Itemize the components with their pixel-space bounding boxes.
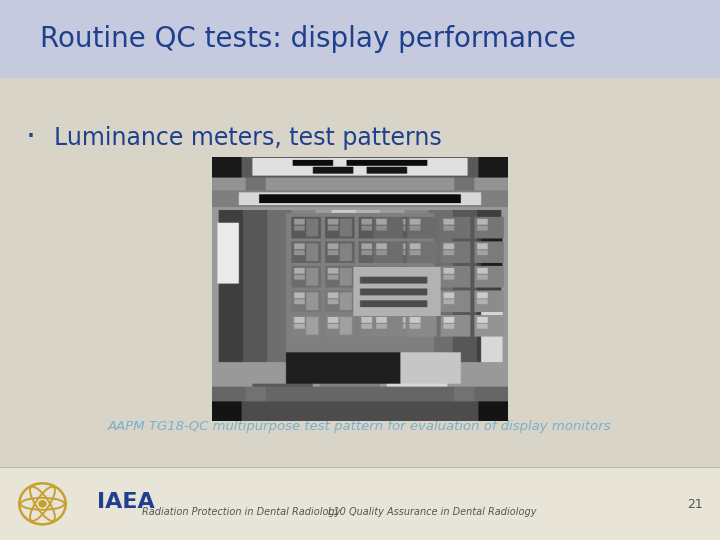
Text: AAPM TG18-QC multipurpose test pattern for evaluation of display monitors: AAPM TG18-QC multipurpose test pattern f… [108, 420, 612, 433]
Text: 21: 21 [687, 498, 703, 511]
Text: Routine QC tests: display performance: Routine QC tests: display performance [40, 25, 575, 53]
Text: Luminance meters, test patterns: Luminance meters, test patterns [54, 126, 442, 150]
Bar [0, 467, 720, 540]
Text: ·: · [25, 122, 35, 153]
Text: L10 Quality Assurance in Dental Radiology: L10 Quality Assurance in Dental Radiolog… [328, 507, 536, 517]
Bar [0, 0, 720, 78]
Text: IAEA: IAEA [97, 492, 155, 512]
Circle shape [38, 500, 47, 508]
Text: Radiation Protection in Dental Radiology: Radiation Protection in Dental Radiology [142, 507, 341, 517]
